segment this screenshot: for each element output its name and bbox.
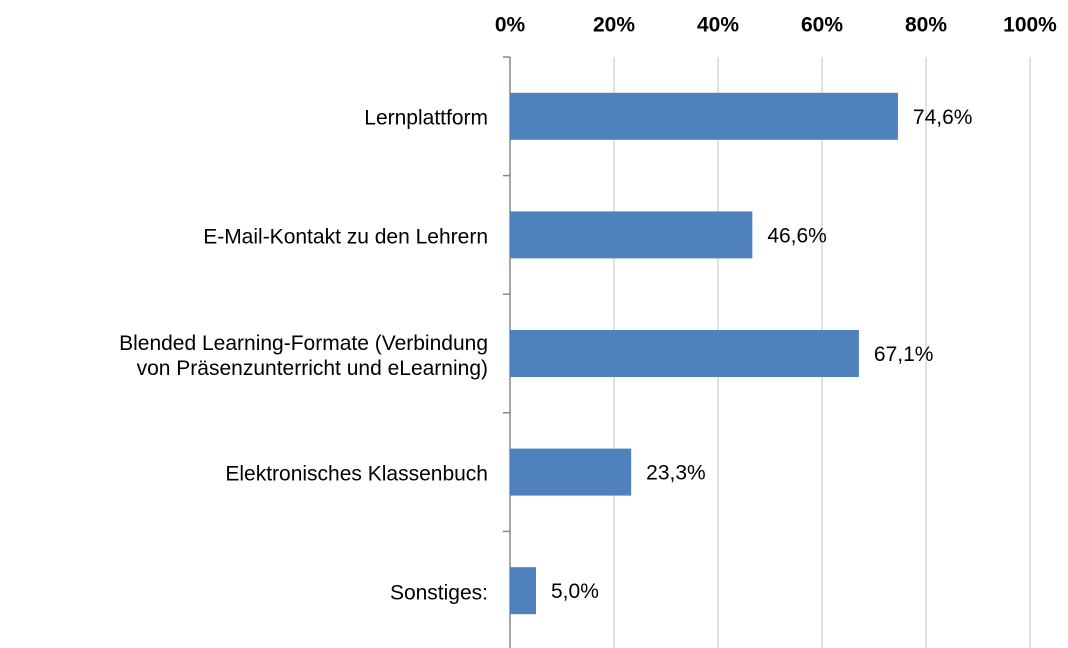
x-tick-label: 40% — [697, 14, 739, 37]
value-label: 23,3% — [646, 462, 706, 485]
bar — [510, 567, 536, 615]
bar — [510, 211, 753, 259]
x-tick-label: 60% — [801, 14, 843, 37]
value-label: 46,6% — [767, 224, 827, 247]
category-label: E-Mail-Kontakt zu den Lehrern — [203, 225, 488, 249]
bar — [510, 448, 632, 496]
category-label: Blended Learning-Formate (Verbindung von… — [119, 331, 488, 380]
bar — [510, 92, 898, 140]
category-label: Sonstiges: — [389, 581, 488, 605]
category-label: Elektronisches Klassenbuch — [225, 462, 488, 486]
x-tick-label: 80% — [905, 14, 947, 37]
category-label: Lernplattform — [364, 106, 488, 130]
value-label: 5,0% — [551, 580, 599, 603]
value-label: 74,6% — [913, 106, 973, 129]
x-tick-label: 20% — [593, 14, 635, 37]
bar — [510, 330, 859, 377]
value-label: 67,1% — [874, 343, 934, 366]
x-tick-label: 100% — [1003, 14, 1057, 37]
x-tick-label: 0% — [495, 14, 526, 37]
